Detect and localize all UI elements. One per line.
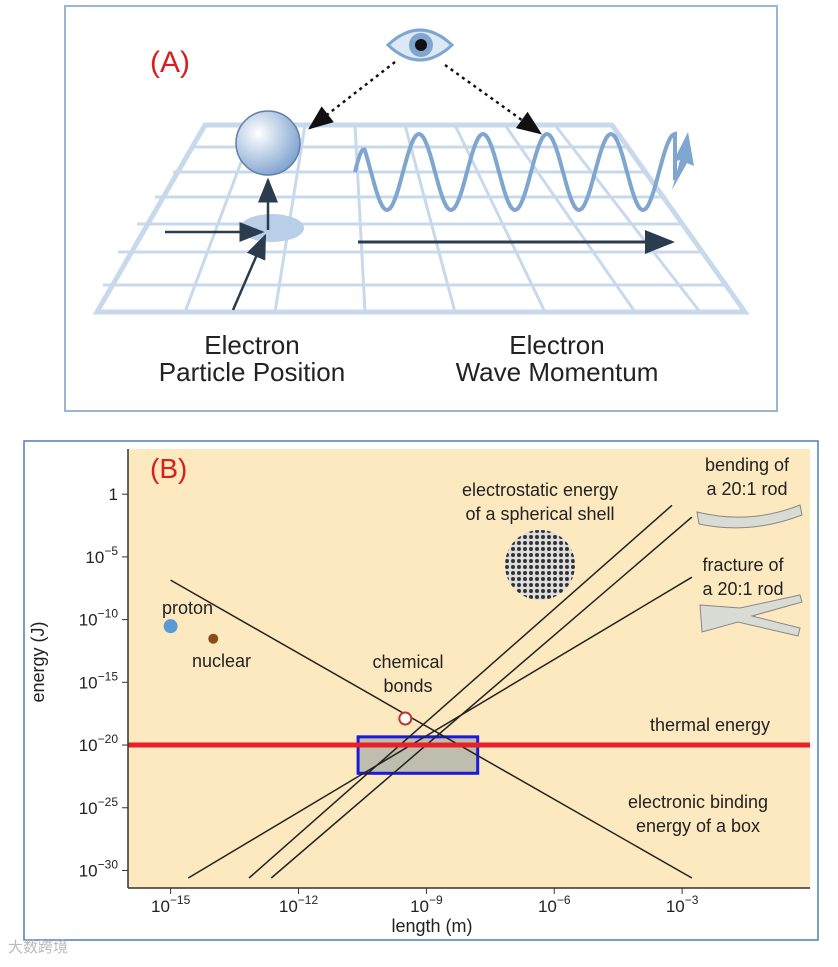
point-label: bonds — [383, 676, 432, 696]
annotation: electrostatic energy — [462, 480, 618, 500]
caption: Electron — [204, 330, 299, 360]
series-line — [270, 516, 693, 879]
caption: Electron — [509, 330, 604, 360]
annotation: a 20:1 rod — [706, 479, 787, 499]
annotation: energy of a box — [636, 816, 760, 836]
y-tick-label-exponent: −25 — [98, 795, 119, 809]
electron-particle — [235, 110, 301, 176]
caption: Particle Position — [159, 357, 345, 387]
annotation: a 20:1 rod — [702, 579, 783, 599]
point-label: nuclear — [192, 651, 251, 671]
observe-arrow — [444, 63, 543, 135]
x-axis-label: length (m) — [391, 916, 472, 936]
x-tick-label: 10−9 — [410, 893, 443, 916]
point-label: proton — [162, 598, 213, 618]
series-line — [170, 579, 693, 879]
caption: Wave Momentum — [456, 357, 659, 387]
shadow — [240, 214, 304, 242]
x-tick-label-exponent: −9 — [429, 893, 443, 907]
point — [398, 711, 413, 726]
point-label: chemical — [372, 652, 443, 672]
spherical-shell-image — [505, 530, 575, 600]
annotation: fracture of — [702, 555, 784, 575]
annotation: bending of — [705, 455, 790, 475]
electron-wave — [353, 131, 677, 213]
x-tick-label-exponent: −12 — [298, 893, 319, 907]
y-tick-label-exponent: −30 — [98, 857, 119, 871]
y-tick-label-exponent: −20 — [98, 732, 119, 746]
annotation: thermal energy — [650, 715, 770, 735]
y-tick-label: 1 — [109, 485, 118, 504]
plot-area — [128, 449, 810, 888]
series-line — [187, 576, 693, 879]
panel-a-frame — [64, 5, 778, 412]
annotation: electronic binding — [628, 792, 768, 812]
y-tick-label-exponent: −5 — [104, 544, 118, 558]
annotation: of a spherical shell — [465, 504, 614, 524]
series-line — [248, 504, 673, 879]
point — [163, 619, 178, 634]
fracture-rod-image — [699, 594, 803, 637]
y-axis-label: energy (J) — [28, 621, 48, 702]
x-tick-label-exponent: −15 — [170, 893, 191, 907]
wave-arrow — [672, 132, 694, 190]
y-tick-label-exponent: −15 — [98, 669, 119, 683]
panel-label: (A) — [150, 46, 190, 79]
panel-label: (B) — [150, 453, 187, 484]
y-tick-label-exponent: −10 — [98, 607, 119, 621]
eye — [385, 28, 455, 62]
highlight-box — [356, 735, 480, 775]
watermark: 大数跨境 — [8, 938, 68, 956]
x-tick-label-exponent: −6 — [557, 893, 571, 907]
x-tick-label-exponent: −3 — [685, 893, 699, 907]
point — [208, 633, 219, 644]
y-arrow — [231, 233, 267, 311]
bending-rod-image — [696, 504, 803, 529]
